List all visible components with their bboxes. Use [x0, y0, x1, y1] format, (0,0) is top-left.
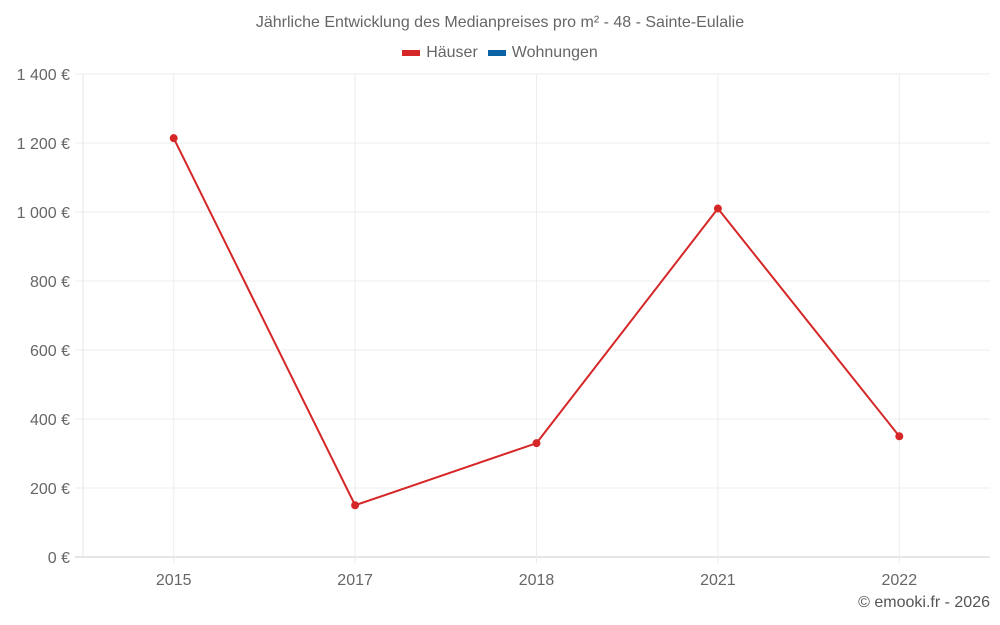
- y-tick-label: 200 €: [30, 481, 70, 498]
- y-tick-label: 1 000 €: [17, 205, 70, 222]
- y-tick-label: 600 €: [30, 343, 70, 360]
- legend-item-haeuser[interactable]: Häuser: [402, 44, 478, 62]
- x-tick-label: 2017: [337, 572, 373, 589]
- y-tick-label: 400 €: [30, 412, 70, 429]
- chart-title: Jährliche Entwicklung des Medianpreises …: [255, 14, 745, 31]
- legend-label-haeuser: Häuser: [426, 44, 478, 61]
- x-tick-label: 2022: [882, 572, 918, 589]
- legend: Häuser Wohnungen: [0, 44, 1000, 62]
- legend-item-wohnungen[interactable]: Wohnungen: [487, 44, 598, 62]
- x-tick-label: 2021: [700, 572, 736, 589]
- legend-label-wohnungen: Wohnungen: [511, 44, 598, 61]
- x-tick-label: 2015: [156, 572, 192, 589]
- data-point[interactable]: [895, 432, 904, 441]
- y-tick-label: 0 €: [48, 550, 70, 567]
- data-point[interactable]: [351, 501, 360, 510]
- data-point[interactable]: [532, 439, 541, 448]
- x-tick-label: 2018: [519, 572, 555, 589]
- legend-swatch-haeuser: [402, 50, 421, 56]
- y-tick-label: 1 400 €: [17, 67, 70, 84]
- grid: [75, 73, 990, 563]
- y-tick-label: 1 200 €: [17, 136, 70, 153]
- x-axis: 2015 2017 2018 2021 2022: [156, 572, 917, 589]
- y-axis: 0 € 200 € 400 € 600 € 800 € 1 000 € 1 200 € 1 4…: [17, 67, 70, 567]
- data-point[interactable]: [713, 204, 722, 213]
- legend-swatch-wohnungen: [487, 50, 506, 56]
- series-haeuser: [169, 134, 904, 510]
- credit-text: © emooki.fr - 2026: [858, 594, 990, 611]
- data-point[interactable]: [169, 134, 178, 143]
- y-tick-label: 800 €: [30, 274, 70, 291]
